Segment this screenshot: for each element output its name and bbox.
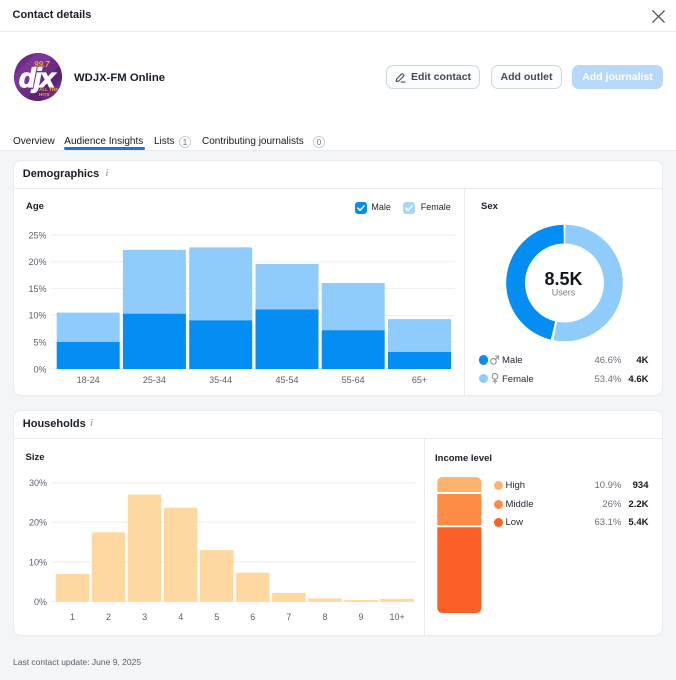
svg-text:15%: 15% xyxy=(28,284,46,294)
svg-text:45-54: 45-54 xyxy=(275,375,298,385)
svg-text:HITS: HITS xyxy=(39,92,49,97)
svg-text:8.5K: 8.5K xyxy=(544,269,582,289)
svg-text:25%: 25% xyxy=(28,230,46,240)
svg-text:0%: 0% xyxy=(34,597,47,607)
svg-text:3: 3 xyxy=(142,612,147,622)
svg-text:99.7: 99.7 xyxy=(34,60,50,69)
svg-text:8: 8 xyxy=(322,612,327,622)
svg-text:30%: 30% xyxy=(29,478,47,488)
svg-text:10%: 10% xyxy=(28,311,46,321)
svg-text:0%: 0% xyxy=(33,364,46,374)
svg-text:5%: 5% xyxy=(33,338,46,348)
svg-text:Users: Users xyxy=(552,288,576,298)
svg-text:4: 4 xyxy=(178,612,183,622)
svg-text:55-64: 55-64 xyxy=(342,375,365,385)
svg-text:25-34: 25-34 xyxy=(143,375,166,385)
svg-text:20%: 20% xyxy=(28,257,46,267)
svg-text:djx: djx xyxy=(19,63,56,93)
svg-text:7: 7 xyxy=(286,612,291,622)
svg-text:10%: 10% xyxy=(29,557,47,567)
svg-text:10+: 10+ xyxy=(389,612,404,622)
svg-text:5: 5 xyxy=(214,612,219,622)
svg-text:6: 6 xyxy=(250,612,255,622)
svg-text:2: 2 xyxy=(106,612,111,622)
svg-text:35-44: 35-44 xyxy=(209,375,232,385)
svg-text:9: 9 xyxy=(358,612,363,622)
svg-text:ALL THE: ALL THE xyxy=(39,87,58,92)
svg-text:65+: 65+ xyxy=(412,375,427,385)
svg-text:18-24: 18-24 xyxy=(77,375,100,385)
svg-text:1: 1 xyxy=(70,612,75,622)
svg-text:20%: 20% xyxy=(29,518,47,528)
